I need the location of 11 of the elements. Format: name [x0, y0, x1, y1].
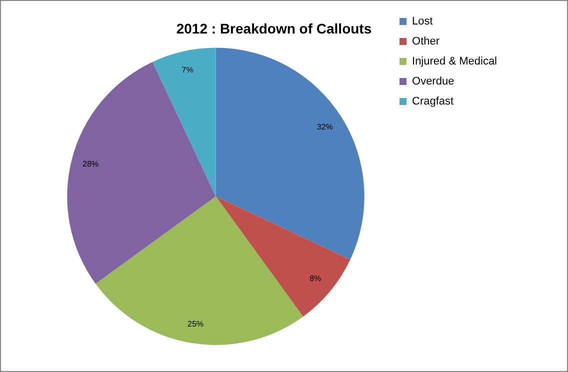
data-label: 28% — [82, 159, 99, 168]
legend-label: Cragfast — [412, 96, 454, 108]
legend-label: Lost — [412, 16, 433, 28]
legend-label: Injured & Medical — [412, 56, 498, 68]
data-label: 8% — [310, 274, 322, 284]
chart-title: 2012 : Breakdown of Callouts — [176, 20, 372, 36]
legend-label: Other — [412, 36, 440, 48]
data-label: 7% — [182, 65, 194, 74]
data-label: 32% — [316, 122, 333, 132]
legend-label: Overdue — [412, 76, 454, 88]
data-label: 25% — [188, 319, 204, 328]
